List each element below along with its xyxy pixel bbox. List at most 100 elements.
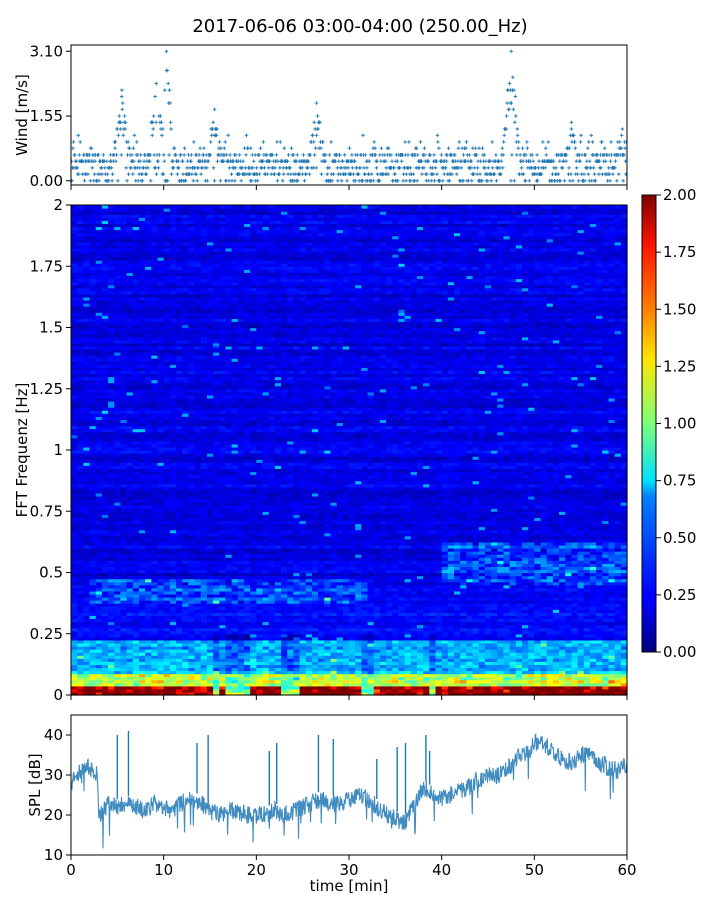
wind-point [171, 159, 175, 163]
wind-point [211, 166, 216, 170]
wind-point [132, 133, 137, 138]
wind-point [183, 179, 188, 183]
wind-point [146, 166, 150, 170]
wind-point [310, 133, 315, 138]
wind-point [71, 140, 76, 144]
wind-point [93, 159, 97, 163]
wind-point [168, 120, 173, 125]
wind-point [372, 140, 376, 144]
wind-point [307, 172, 312, 176]
wind-point [251, 159, 256, 163]
wind-point [261, 140, 266, 144]
wind-point [157, 153, 162, 157]
wind-point [337, 159, 341, 163]
wind-point [270, 153, 275, 157]
wind-point [110, 179, 114, 183]
wind-point [389, 153, 393, 157]
wind-point [178, 153, 183, 157]
wind-y-tick-label: 3.10 [30, 42, 63, 60]
wind-point [158, 114, 163, 118]
wind-point [367, 159, 372, 163]
wind-point [350, 153, 354, 157]
wind-point [196, 166, 200, 170]
wind-point [126, 140, 130, 144]
wind-point [266, 166, 271, 170]
wind-point [244, 153, 248, 157]
wind-point [375, 159, 379, 163]
wind-point [363, 153, 368, 157]
wind-point [302, 179, 307, 183]
wind-point [177, 166, 181, 170]
wind-point [156, 159, 160, 163]
wind-point [338, 153, 342, 157]
wind-point [228, 153, 232, 157]
wind-point [129, 166, 133, 170]
wind-point [127, 146, 132, 151]
wind-point [159, 120, 164, 125]
wind-point [272, 172, 277, 176]
wind-point [306, 159, 311, 163]
wind-point [333, 159, 338, 163]
wind-point [353, 159, 357, 163]
wind-point [169, 172, 174, 176]
wind-point [345, 179, 349, 183]
wind-point [306, 166, 310, 170]
wind-point [103, 166, 107, 170]
wind-y-ticks: 0.00 1.55 3.10 [30, 42, 71, 190]
wind-point [277, 172, 282, 176]
wind-point [121, 133, 126, 138]
wind-point [148, 159, 152, 163]
wind-point [71, 146, 75, 151]
wind-point [191, 179, 196, 183]
wind-point [211, 120, 215, 125]
wind-point [240, 166, 244, 170]
wind-point [233, 179, 237, 183]
wind-point [335, 166, 340, 170]
wind-point [265, 153, 269, 157]
wind-point [282, 146, 287, 151]
wind-point [174, 153, 178, 157]
wind-point [120, 107, 125, 112]
wind-point [176, 159, 181, 163]
wind-point [120, 101, 125, 105]
wind-point [166, 81, 170, 86]
wind-point [86, 172, 90, 176]
wind-point [148, 153, 153, 157]
wind-point [237, 172, 242, 176]
wind-point [172, 146, 177, 151]
wind-point [329, 140, 333, 144]
wind-point [165, 68, 170, 73]
wind-point [224, 153, 229, 157]
wind-point [92, 172, 97, 176]
wind-point [162, 159, 167, 163]
wind-point [379, 146, 384, 151]
wind-point [361, 133, 365, 138]
wind-point [250, 166, 255, 170]
wind-x-ticks [70, 185, 628, 190]
wind-point [132, 159, 136, 163]
wind-scatter [71, 49, 627, 183]
wind-point [168, 101, 172, 105]
wind-point [234, 153, 238, 157]
wind-y-tick-label: 1.55 [30, 107, 63, 125]
wind-point [280, 179, 285, 183]
wind-point [323, 153, 328, 157]
wind-point [226, 133, 230, 138]
wind-point [130, 153, 134, 157]
wind-point [215, 127, 219, 131]
wind-point [140, 179, 145, 183]
wind-point [154, 172, 159, 176]
wind-point [138, 153, 143, 157]
wind-y-tick-label: 0.00 [30, 172, 63, 190]
wind-point [358, 166, 362, 170]
wind-point [275, 140, 279, 144]
wind-point [118, 120, 123, 125]
wind-point [325, 172, 330, 176]
wind-point [291, 153, 296, 157]
wind-point [118, 127, 123, 131]
wind-point [363, 172, 367, 176]
wind-point [301, 153, 306, 157]
wind-point [197, 153, 201, 157]
wind-point [175, 172, 180, 176]
